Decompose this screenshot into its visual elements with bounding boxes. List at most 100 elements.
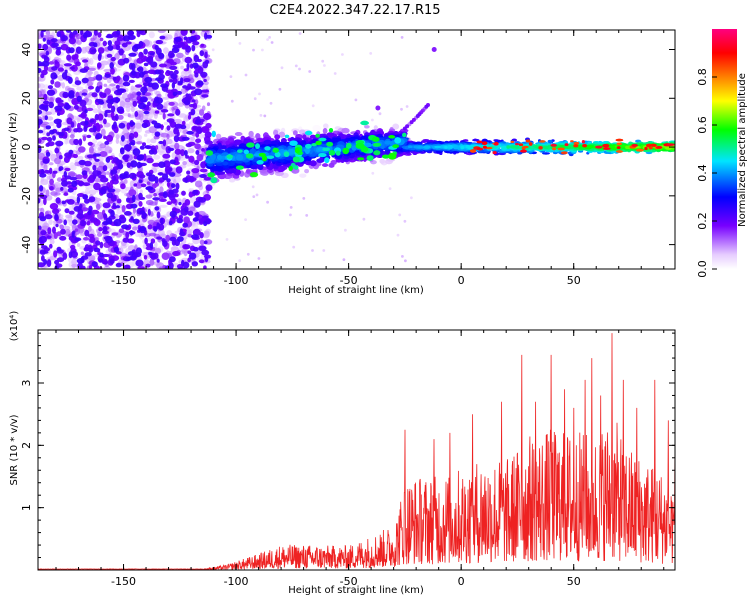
heatmap-cell: [163, 121, 168, 126]
heatmap-cell: [202, 215, 209, 219]
heatmap-cell: [38, 138, 42, 144]
heatmap-cell: [158, 52, 165, 60]
heatmap-cell: [201, 94, 209, 98]
heatmap-cell: [150, 138, 157, 144]
heatmap-cell: [206, 102, 211, 107]
heatmap-cell: [116, 37, 124, 42]
heatmap-cell: [178, 201, 182, 206]
heatmap-cell: [166, 118, 175, 123]
heatmap-cell: [175, 182, 180, 190]
heatmap-cell: [135, 181, 143, 189]
heatmap-cell: [199, 50, 205, 57]
heatmap-cell: [71, 180, 78, 188]
heatmap-cell: [88, 196, 96, 203]
heatmap-cell: [122, 237, 130, 243]
heatmap-cell: [183, 100, 191, 106]
heatmap-cell: [88, 67, 96, 72]
heatmap-cell: [185, 143, 193, 148]
heatmap-cell: [160, 109, 169, 113]
heatmap-cell: [168, 220, 173, 226]
heatmap-cell: [91, 261, 98, 268]
heatmap-cell: [70, 164, 77, 171]
heatmap-cell: [249, 165, 257, 170]
heatmap-cell: [127, 93, 135, 100]
heatmap-cell: [69, 176, 78, 181]
heatmap-cell: [48, 162, 54, 166]
heatmap-cell: [186, 63, 190, 70]
heatmap-cell: [103, 68, 111, 73]
heatmap-cell: [354, 98, 358, 102]
heatmap-cell: [194, 143, 201, 150]
heatmap-cell: [125, 186, 130, 191]
heatmap-cell: [168, 167, 173, 172]
heatmap-cell: [183, 244, 191, 250]
heatmap-cell: [388, 187, 392, 191]
heatmap-cell: [40, 73, 45, 79]
heatmap-cell: [184, 177, 188, 183]
heatmap-cell: [255, 193, 259, 197]
heatmap-cell: [173, 127, 180, 135]
heatmap-cell: [169, 159, 176, 165]
heatmap-cell: [173, 69, 179, 75]
heatmap-cell: [93, 247, 101, 253]
heatmap-cell: [162, 112, 166, 120]
heatmap-cell: [162, 153, 171, 159]
heatmap-cell: [153, 154, 161, 160]
heatmap-cell: [203, 221, 208, 227]
heatmap-cell: [136, 91, 142, 96]
heatmap-cell: [61, 82, 65, 89]
heatmap-cell: [44, 214, 53, 220]
heatmap-cell: [107, 188, 116, 193]
heatmap-cell: [80, 207, 89, 212]
heatmap-cell: [115, 44, 121, 51]
heatmap-cell: [92, 138, 98, 144]
heatmap-cell: [74, 80, 82, 86]
heatmap-cell: [77, 155, 84, 160]
heatmap-cell: [63, 170, 67, 178]
heatmap-cell: [120, 244, 127, 249]
heatmap-cell: [115, 84, 120, 89]
heatmap-cell: [139, 96, 148, 103]
heatmap-cell: [89, 217, 99, 223]
heatmap-cell: [182, 161, 187, 166]
heatmap-cell: [43, 169, 51, 174]
heatmap-cell: [102, 104, 107, 108]
heatmap-cell: [184, 150, 188, 157]
heatmap-cell: [94, 113, 99, 121]
heatmap-cell: [116, 30, 121, 36]
heatmap-cell: [246, 252, 250, 256]
heatmap-cell: [251, 185, 255, 189]
heatmap-cell: [88, 146, 94, 154]
heatmap-cell: [86, 134, 92, 139]
heatmap-cell: [316, 158, 325, 163]
heatmap-cell: [138, 227, 147, 232]
heatmap-cell: [93, 182, 101, 191]
heatmap-cell: [201, 249, 210, 256]
heatmap-cell: [229, 178, 236, 183]
heatmap-cell: [104, 88, 111, 95]
heatmap-cell: [45, 142, 50, 147]
heatmap-cell: [132, 208, 137, 214]
heatmap-cell: [162, 240, 168, 247]
heatmap-cell: [144, 92, 152, 96]
heatmap-cell: [174, 142, 180, 150]
heatmap-cell: [97, 170, 102, 176]
heatmap-cell: [48, 121, 55, 127]
heatmap-cell: [199, 232, 204, 239]
heatmap-cell: [115, 262, 122, 268]
heatmap-cell: [168, 101, 175, 106]
heatmap-cell: [97, 103, 102, 110]
heatmap-cell: [68, 171, 76, 178]
heatmap-cell: [371, 118, 374, 122]
heatmap-cell: [199, 239, 205, 246]
heatmap-cell: [116, 106, 125, 114]
heatmap-cell: [266, 200, 269, 204]
heatmap-cell: [53, 118, 62, 125]
heatmap-cell: [278, 131, 286, 138]
heatmap-cell: [373, 125, 378, 130]
heatmap-cell: [146, 157, 154, 164]
heatmap-cell: [258, 92, 261, 96]
heatmap-cell: [43, 197, 47, 206]
heatmap-cell: [98, 227, 103, 232]
heatmap-cell: [38, 82, 41, 89]
